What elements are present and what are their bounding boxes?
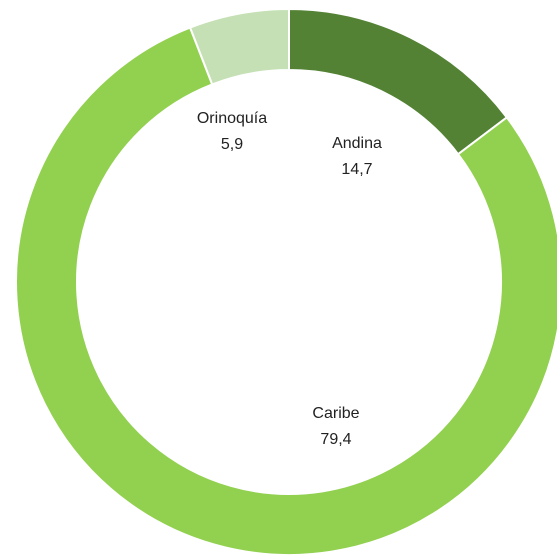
value-label: 5,9 [221, 136, 243, 153]
category-label: Caribe [312, 405, 359, 422]
donut-segment [15, 26, 557, 556]
value-label: 14,7 [341, 161, 372, 178]
category-label: Andina [332, 135, 382, 152]
value-label: 79,4 [320, 431, 351, 448]
category-label: Orinoquía [197, 110, 267, 127]
donut-segment [188, 7, 290, 86]
donut-segment [288, 7, 509, 156]
